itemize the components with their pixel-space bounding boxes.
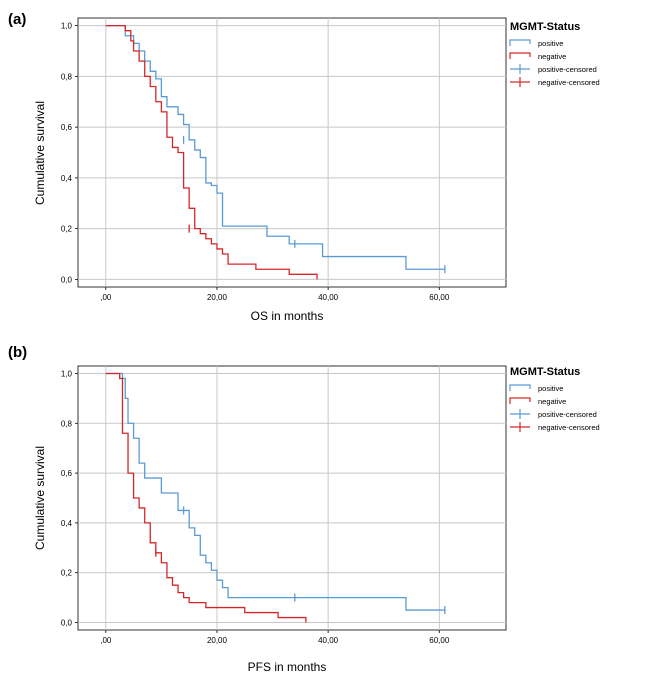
km-panel-a: (a) 0,0 0,2 0,4 0,6 0,8 1,0 ,00 20,00 40,00 60,00 C… [8, 11, 600, 323]
x-tick-label: 60,00 [429, 293, 450, 302]
x-tick-label: 40,00 [318, 293, 339, 302]
x-tick-label: 20,00 [207, 636, 228, 645]
x-tick-label: ,00 [100, 636, 112, 645]
y-tick-label: 1,0 [61, 369, 73, 378]
y-tick-label: 0,8 [61, 419, 73, 428]
legend-title: MGMT-Status [510, 21, 580, 33]
legend-entry-negative-censored: negative-censored [538, 78, 600, 87]
legend-entry-negative-censored: negative-censored [538, 423, 600, 432]
x-tick-label: 20,00 [207, 293, 228, 302]
legend-entry-positive: positive [538, 384, 563, 393]
legend-entry-negative: negative [538, 397, 566, 406]
y-tick-label: 0,8 [61, 72, 73, 81]
km-curve-negative [105, 24, 318, 280]
y-tick-label: 1,0 [61, 22, 73, 31]
y-axis-title: Cumulative survival [33, 101, 47, 205]
y-tick-label: 0,6 [61, 123, 73, 132]
y-tick-label: 0,2 [61, 225, 73, 234]
legend-title: MGMT-Status [510, 366, 580, 378]
km-curve-positive [105, 372, 445, 611]
x-axis-title: PFS in months [248, 660, 327, 674]
legend-entry-negative: negative [538, 52, 566, 61]
km-curve-positive [105, 24, 445, 270]
x-tick-label: 60,00 [429, 636, 450, 645]
km-panel-b: (b) 0,0 0,2 0,4 0,6 0,8 1,0 ,00 20,00 40,00 60,00 C… [8, 344, 600, 674]
legend-swatch-negative [509, 52, 531, 59]
x-axis-title: OS in months [251, 309, 324, 323]
y-tick-label: 0,4 [61, 174, 73, 183]
y-tick-label: 0,6 [61, 469, 73, 478]
legend-swatch-positive [509, 384, 531, 391]
panel-label: (a) [8, 11, 26, 28]
legend: MGMT-Status positive negative positive-cens… [509, 21, 600, 87]
y-tick-label: 0,0 [61, 275, 73, 284]
y-tick-label: 0,2 [61, 569, 73, 578]
y-tick-label: 0,0 [61, 619, 73, 628]
legend-swatch-positive [509, 39, 531, 46]
plot-area [77, 365, 507, 631]
x-tick-label: ,00 [100, 293, 112, 302]
y-tick-label: 0,4 [61, 519, 73, 528]
y-axis-title: Cumulative survival [33, 446, 47, 550]
legend: MGMT-Status positive negative positive-cens… [509, 366, 600, 432]
x-tick-label: 40,00 [318, 636, 339, 645]
plot-area [77, 17, 507, 288]
legend-swatch-negative [509, 397, 531, 404]
legend-entry-positive-censored: positive-censored [538, 410, 597, 419]
km-curve-negative [105, 372, 307, 623]
legend-entry-positive: positive [538, 39, 563, 48]
legend-entry-positive-censored: positive-censored [538, 65, 597, 74]
panel-label: (b) [8, 344, 27, 361]
